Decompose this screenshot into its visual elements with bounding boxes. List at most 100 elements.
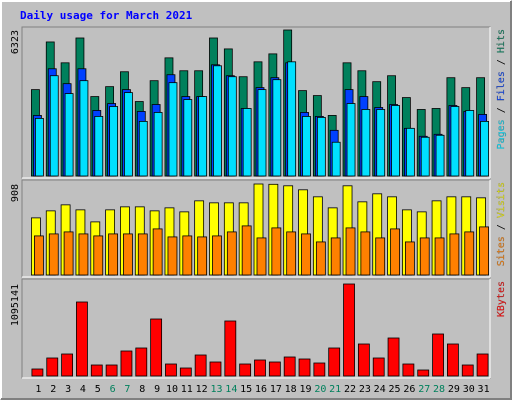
- bar: [138, 120, 148, 177]
- x-tick-label: 25: [389, 384, 401, 395]
- x-tick-label: 10: [166, 384, 178, 395]
- bar: [212, 235, 222, 276]
- bar: [464, 231, 475, 276]
- x-tick-label: 7: [124, 384, 130, 395]
- legend: KBytes: [496, 281, 507, 317]
- bar: [271, 227, 282, 276]
- legend-separator: /: [496, 218, 507, 236]
- x-tick-label: 28: [433, 384, 445, 395]
- bar: [402, 363, 415, 377]
- bar: [419, 237, 430, 276]
- y-tick-label: 908: [10, 184, 21, 202]
- bar: [461, 364, 474, 377]
- legend: Sites / Visits: [496, 182, 507, 266]
- bar: [346, 103, 356, 177]
- bar: [361, 109, 371, 177]
- bar: [449, 233, 460, 276]
- bar: [268, 361, 281, 377]
- bar: [360, 231, 371, 276]
- bar: [90, 364, 103, 377]
- bar: [153, 112, 163, 177]
- x-tick-label: 30: [463, 384, 475, 395]
- bar: [46, 357, 59, 377]
- bar: [387, 337, 400, 377]
- legend-entry: Pages: [496, 119, 507, 149]
- bar: [94, 116, 104, 177]
- bar: [315, 241, 326, 276]
- bar: [35, 118, 44, 177]
- bar: [152, 228, 163, 276]
- bar: [417, 369, 430, 377]
- bar: [198, 96, 208, 177]
- bar: [78, 233, 89, 276]
- x-tick-label: 19: [299, 384, 311, 395]
- x-tick-label: 14: [225, 384, 237, 395]
- bar: [376, 109, 386, 177]
- bar: [328, 347, 341, 377]
- bar: [167, 236, 178, 276]
- x-tick-label: 23: [359, 384, 371, 395]
- bar: [150, 318, 163, 377]
- bar: [31, 368, 44, 377]
- bar: [479, 226, 489, 276]
- x-tick-label: 21: [329, 384, 341, 395]
- x-tick-label: 4: [80, 384, 86, 395]
- x-tick-label: 15: [240, 384, 252, 395]
- bar: [76, 301, 88, 377]
- bar: [49, 75, 59, 177]
- bar: [108, 233, 119, 276]
- bar: [301, 233, 311, 276]
- x-tick-label: 11: [181, 384, 193, 395]
- bar: [450, 106, 460, 177]
- y-tick-label: 1095141: [10, 284, 21, 326]
- bar: [61, 353, 73, 377]
- bar: [135, 347, 148, 377]
- x-tick-label: 29: [448, 384, 460, 395]
- x-tick-label: 2: [50, 384, 56, 395]
- x-tick-label: 12: [196, 384, 208, 395]
- x-tick-label: 31: [478, 384, 490, 395]
- bar: [313, 362, 326, 377]
- bar: [390, 228, 400, 276]
- bar: [213, 65, 222, 177]
- x-tick-label: 17: [270, 384, 282, 395]
- bar: [420, 136, 430, 177]
- legend: Pages / Files / Hits: [496, 29, 507, 149]
- bar: [137, 233, 148, 276]
- bar: [124, 92, 133, 177]
- bar: [168, 82, 178, 177]
- x-tick-label: 1: [35, 384, 41, 395]
- bar: [391, 105, 400, 177]
- x-tick-label: 27: [418, 384, 430, 395]
- bar: [123, 233, 133, 276]
- bar: [239, 363, 252, 377]
- x-tick-label: 3: [65, 384, 71, 395]
- bar: [194, 354, 207, 377]
- bar: [257, 89, 267, 177]
- x-tick-label: 24: [374, 384, 386, 395]
- bar: [64, 93, 74, 177]
- bar: [48, 233, 59, 276]
- chart-title: Daily usage for March 2021: [20, 9, 193, 22]
- bar: [183, 99, 193, 177]
- bar: [179, 367, 192, 377]
- bar: [287, 61, 297, 177]
- y-tick-label: 6323: [10, 30, 21, 54]
- bar: [405, 127, 415, 177]
- bar: [330, 237, 341, 276]
- bar: [331, 141, 341, 177]
- legend-entry: Hits: [496, 29, 507, 53]
- bar: [375, 237, 386, 276]
- bar: [254, 359, 266, 377]
- bar: [105, 364, 118, 377]
- bar: [226, 231, 237, 276]
- bar: [209, 361, 222, 377]
- bar: [34, 235, 44, 276]
- bar: [435, 134, 445, 177]
- legend-entry: Sites: [496, 236, 507, 266]
- x-tick-label: 8: [139, 384, 145, 395]
- x-tick-label: 5: [95, 384, 101, 395]
